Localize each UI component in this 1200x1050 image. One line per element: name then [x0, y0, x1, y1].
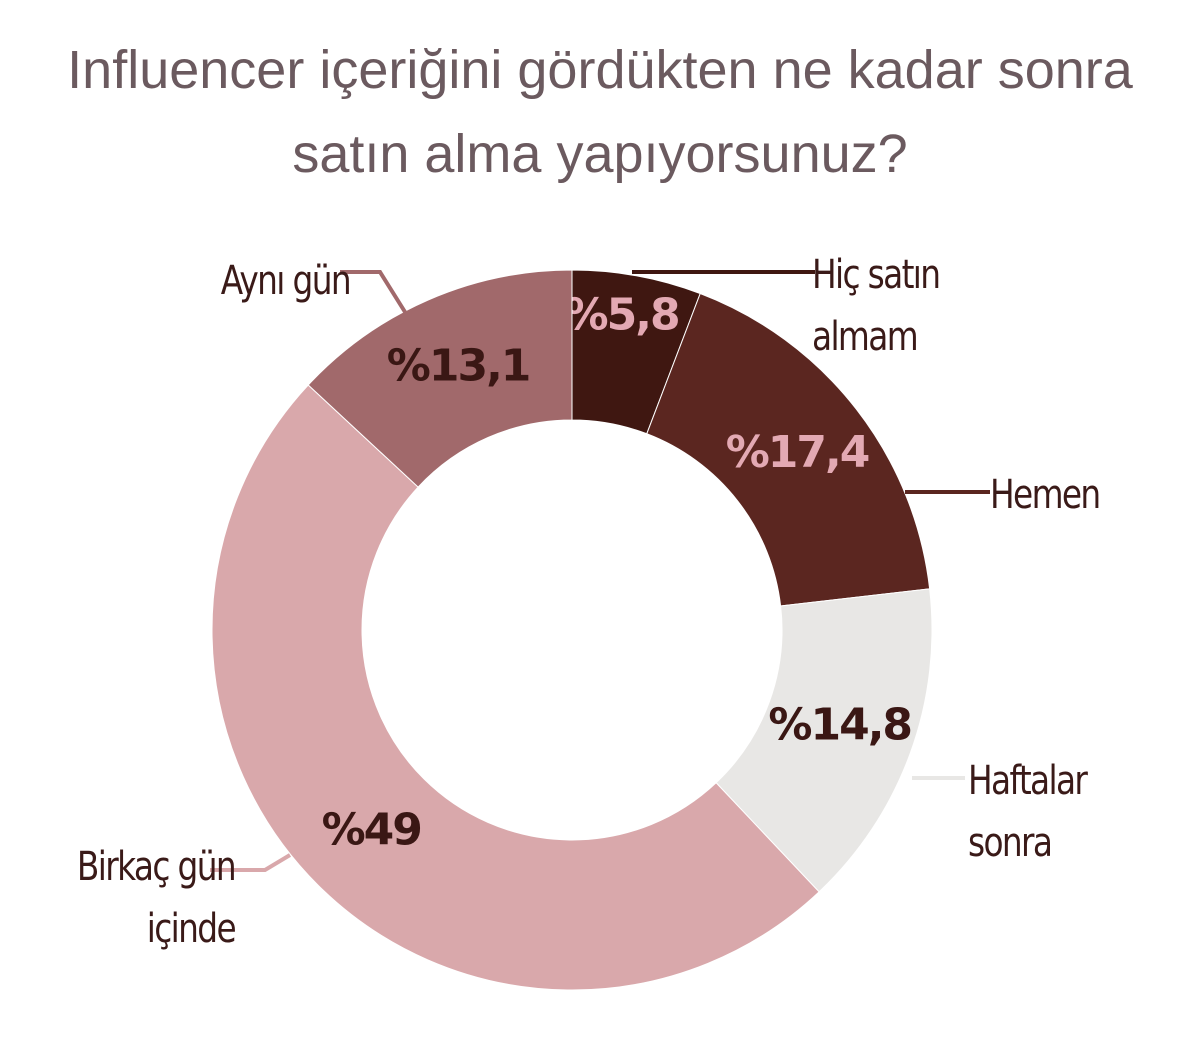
- value-label: %5,8: [565, 289, 679, 340]
- donut-segment: [307, 269, 573, 488]
- category-label: Hiç satın almam: [812, 252, 941, 360]
- donut-segment: [715, 588, 933, 893]
- donut-segment: [646, 292, 931, 607]
- donut-segment: [211, 384, 820, 991]
- category-label: Aynı gün: [220, 258, 352, 304]
- chart-title: Influencer içeriğini gördükten ne kadar …: [67, 40, 1133, 184]
- category-label: Hemen: [990, 472, 1101, 518]
- value-label: %17,4: [726, 427, 869, 478]
- category-label: Birkaç gün içinde: [76, 844, 237, 952]
- value-label: %49: [322, 804, 421, 855]
- value-label: %13,1: [387, 341, 530, 392]
- category-label: Haftalar sonra: [968, 758, 1088, 866]
- leader-line: [340, 270, 407, 314]
- leader-line: [210, 853, 292, 872]
- value-label: %14,8: [768, 700, 911, 751]
